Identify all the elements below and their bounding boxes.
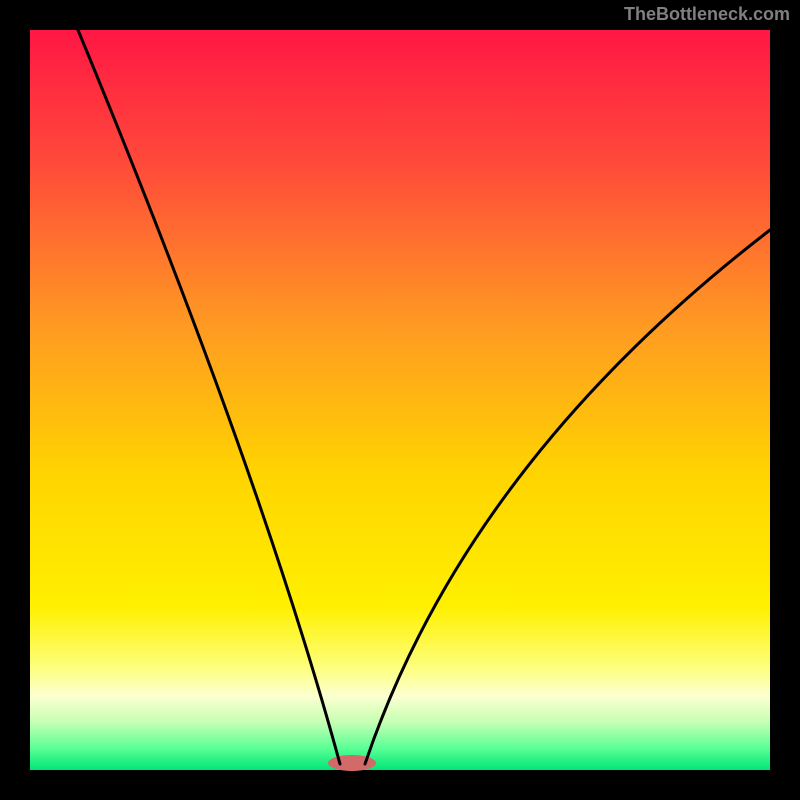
bottleneck-chart-svg [0,0,800,800]
chart-container: TheBottleneck.com [0,0,800,800]
plot-gradient-background [30,30,770,770]
